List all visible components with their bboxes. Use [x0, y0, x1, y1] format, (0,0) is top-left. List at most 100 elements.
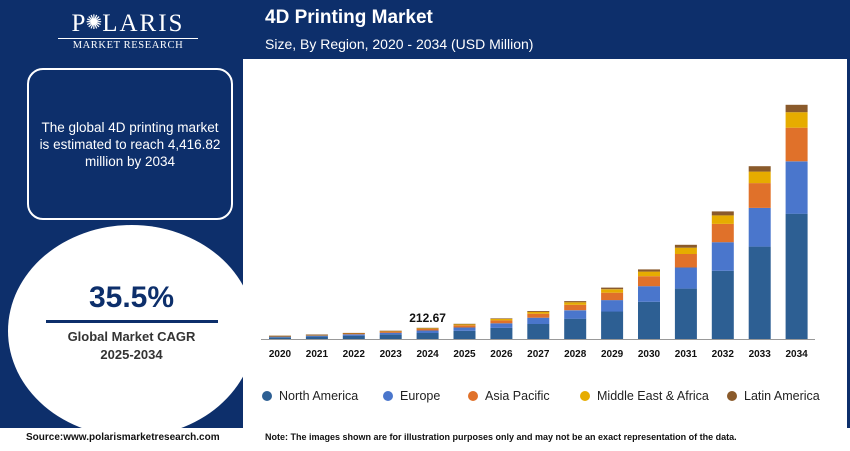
bar-segment-asia-pacific-2030 [638, 276, 660, 287]
left-panel: P✺LARIS MARKET RESEARCH The global 4D pr… [3, 3, 255, 437]
x-tick-label-2028: 2028 [564, 349, 587, 360]
legend-item-asia-pacific: Asia Pacific [468, 389, 550, 403]
stacked-bar-chart: 2020 2021 2022 2023 2024 212.67 2025 2026 2027 20… [261, 104, 815, 360]
cagr-value: 35.5% [88, 281, 175, 314]
bar-segment-middle-east-africa-2025 [453, 324, 476, 326]
bar-segment-north-america-2029 [601, 311, 624, 339]
bar-segment-north-america-2026 [490, 327, 513, 339]
chart-legend: North America Europe Asia Pacific Middle Ea… [262, 389, 842, 407]
logo-tagline: MARKET RESEARCH [58, 38, 198, 52]
market-summary-box: The global 4D printing market is estimat… [27, 68, 233, 220]
logo-name-left: P [71, 10, 88, 37]
x-tick-label-2024: 2024 [416, 349, 439, 360]
legend-swatch-icon [383, 391, 393, 401]
bar-segment-latin-america-2027 [527, 311, 550, 312]
bar-segment-europe-2032 [711, 242, 734, 271]
bar-segment-europe-2030 [638, 286, 660, 302]
bar-segment-europe-2027 [527, 317, 550, 324]
legend-swatch-icon [468, 391, 478, 401]
bar-segment-europe-2022 [342, 334, 365, 336]
compass-star-icon: ✺ [85, 12, 105, 34]
chart-header: 4D Printing Market Size, By Region, 2020… [243, 3, 847, 59]
bar-segment-latin-america-2024 [416, 327, 439, 329]
x-tick-label-2032: 2032 [712, 349, 735, 360]
bar-segment-latin-america-2021 [305, 334, 328, 336]
cagr-divider [46, 320, 218, 323]
bar-segment-asia-pacific-2027 [527, 313, 550, 318]
legend-item-latin-america: Latin America [727, 389, 820, 403]
bar-segment-middle-east-africa-2034 [785, 112, 808, 128]
legend-label: Asia Pacific [485, 389, 550, 403]
bar-segment-latin-america-2033 [748, 166, 771, 172]
bar-segment-middle-east-africa-2027 [527, 311, 550, 314]
bar-segment-asia-pacific-2024 [416, 328, 439, 331]
bar-segment-latin-america-2032 [711, 211, 734, 216]
bar-segment-north-america-2020 [269, 337, 291, 339]
bar-segment-europe-2029 [601, 300, 624, 312]
legend-label: North America [279, 389, 359, 403]
bar-segment-asia-pacific-2022 [342, 333, 365, 335]
bar-segment-latin-america-2030 [638, 269, 660, 272]
bar-segment-europe-2034 [785, 161, 808, 214]
bar-segment-asia-pacific-2032 [711, 223, 734, 243]
bar-segment-north-america-2023 [379, 334, 402, 339]
bar-segment-asia-pacific-2020 [269, 336, 291, 337]
bar-segment-europe-2023 [379, 332, 402, 335]
bar-segment-latin-america-2028 [564, 301, 587, 303]
chart-subtitle: Size, By Region, 2020 - 2034 (USD Millio… [265, 36, 534, 52]
bar-segment-asia-pacific-2028 [564, 304, 587, 311]
bar-segment-middle-east-africa-2028 [564, 302, 587, 305]
bar-segment-asia-pacific-2025 [453, 325, 476, 328]
bar-segment-asia-pacific-2033 [748, 183, 771, 208]
bar-segment-asia-pacific-2034 [785, 127, 808, 162]
bar-segment-middle-east-africa-2033 [748, 171, 771, 184]
source-text: Source:www.polarismarketresearch.com [26, 432, 220, 443]
polaris-logo: P✺LARIS MARKET RESEARCH [58, 9, 198, 52]
bar-segment-latin-america-2025 [453, 323, 476, 325]
legend-swatch-icon [262, 391, 272, 401]
bar-segment-europe-2028 [564, 310, 587, 319]
legend-label: Latin America [744, 389, 820, 403]
x-tick-label-2033: 2033 [749, 349, 772, 360]
cagr-circle: 35.5% Global Market CAGR 2025-2034 [8, 225, 255, 437]
x-tick-label-2029: 2029 [601, 349, 624, 360]
chart-area: 2020 2021 2022 2023 2024 212.67 2025 2026 2027 20… [243, 59, 847, 428]
bar-segment-north-america-2032 [711, 270, 734, 339]
legend-label: Europe [400, 389, 441, 403]
x-tick-label-2031: 2031 [675, 349, 698, 360]
x-tick-label-2021: 2021 [306, 349, 329, 360]
bar-segment-north-america-2022 [342, 335, 365, 339]
bar-segment-europe-2033 [748, 207, 771, 247]
bar-segment-europe-2021 [305, 335, 328, 337]
bar-segment-latin-america-2023 [379, 330, 402, 332]
bar-segment-north-america-2031 [674, 288, 697, 339]
bar-segment-latin-america-2034 [785, 104, 808, 113]
x-tick-label-2025: 2025 [453, 349, 476, 360]
bar-segment-europe-2026 [490, 323, 513, 328]
bar-segment-asia-pacific-2029 [601, 292, 624, 301]
bar-segment-europe-2031 [674, 267, 697, 289]
bar-segment-north-america-2033 [748, 246, 771, 339]
bar-segment-north-america-2030 [638, 301, 660, 339]
x-tick-label-2020: 2020 [269, 349, 292, 360]
bar-segment-middle-east-africa-2024 [416, 328, 439, 329]
chart-title: 4D Printing Market [265, 7, 433, 28]
bar-segment-latin-america-2031 [674, 244, 697, 248]
x-tick-label-2022: 2022 [343, 349, 366, 360]
bar-segment-asia-pacific-2023 [379, 331, 402, 333]
bar-segment-middle-east-africa-2031 [674, 247, 697, 254]
cagr-label: Global Market CAGR [67, 329, 196, 344]
legend-item-north-america: North America [262, 389, 358, 403]
bar-segment-north-america-2028 [564, 318, 587, 339]
bar-segment-europe-2020 [269, 336, 291, 338]
bar-segment-latin-america-2026 [490, 318, 513, 319]
data-label-2024: 212.67 [409, 311, 446, 325]
bar-segment-middle-east-africa-2026 [490, 319, 513, 321]
market-summary-text: The global 4D printing market is estimat… [39, 119, 221, 169]
bar-segment-latin-america-2029 [601, 287, 624, 290]
x-tick-label-2027: 2027 [527, 349, 550, 360]
x-tick-label-2023: 2023 [380, 349, 403, 360]
bar-segment-middle-east-africa-2029 [601, 289, 624, 293]
legend-item-middle-east-africa: Middle East & Africa [580, 389, 709, 403]
x-tick-label-2026: 2026 [490, 349, 513, 360]
